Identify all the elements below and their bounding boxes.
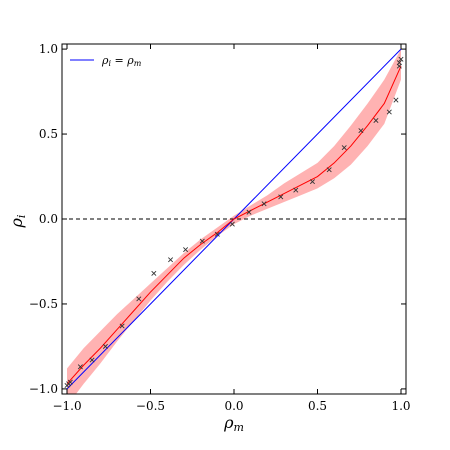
data-point-marker [278,194,284,200]
data-point-marker [229,221,235,227]
x-tick-label: −1.0 [52,399,81,413]
y-tick-label: 1.0 [39,42,58,56]
y-tick-label: −0.5 [29,297,58,311]
data-point-marker [326,167,332,173]
data-point-marker [102,343,108,349]
data-point-marker [358,128,364,134]
data-point-marker [119,323,125,329]
y-tick-label: 0.0 [39,212,58,226]
data-point-marker [396,60,402,66]
data-point-marker [293,187,299,193]
data-point-marker [398,56,404,62]
data-point-marker [183,247,189,253]
data-point-marker [246,209,252,215]
x-tick-label: 0.5 [308,399,327,413]
fit-line [66,65,402,385]
y-tick-label: 0.5 [39,127,58,141]
data-point-marker [77,364,83,370]
data-point-marker [136,296,142,302]
x-tick-label: −0.5 [136,399,165,413]
confidence-band [67,49,401,394]
plot-area [62,48,406,394]
data-point-marker [393,97,399,103]
data-point-marker [89,357,95,363]
data-point-marker [309,179,316,185]
data-point-marker [151,270,157,276]
x-tick-label: 1.0 [391,399,410,413]
data-point-marker [261,201,267,207]
data-point-marker [341,145,347,151]
axis-ticks: −1.0 −0.5 0.0 0.5 1.0 −1.0 −0.5 0.0 0.5 1.0 [29,42,411,413]
y-tick-label: −1.0 [29,382,58,396]
legend-label: ρi = ρm [101,54,142,68]
data-point-marker [373,117,379,123]
data-point-marker [168,257,174,263]
data-point-marker [386,109,392,115]
legend: ρi = ρm [70,54,142,68]
x-tick-label: 0.0 [224,399,243,413]
data-point-marker [214,231,220,237]
data-point-marker [67,379,73,385]
data-point-marker [199,238,205,244]
